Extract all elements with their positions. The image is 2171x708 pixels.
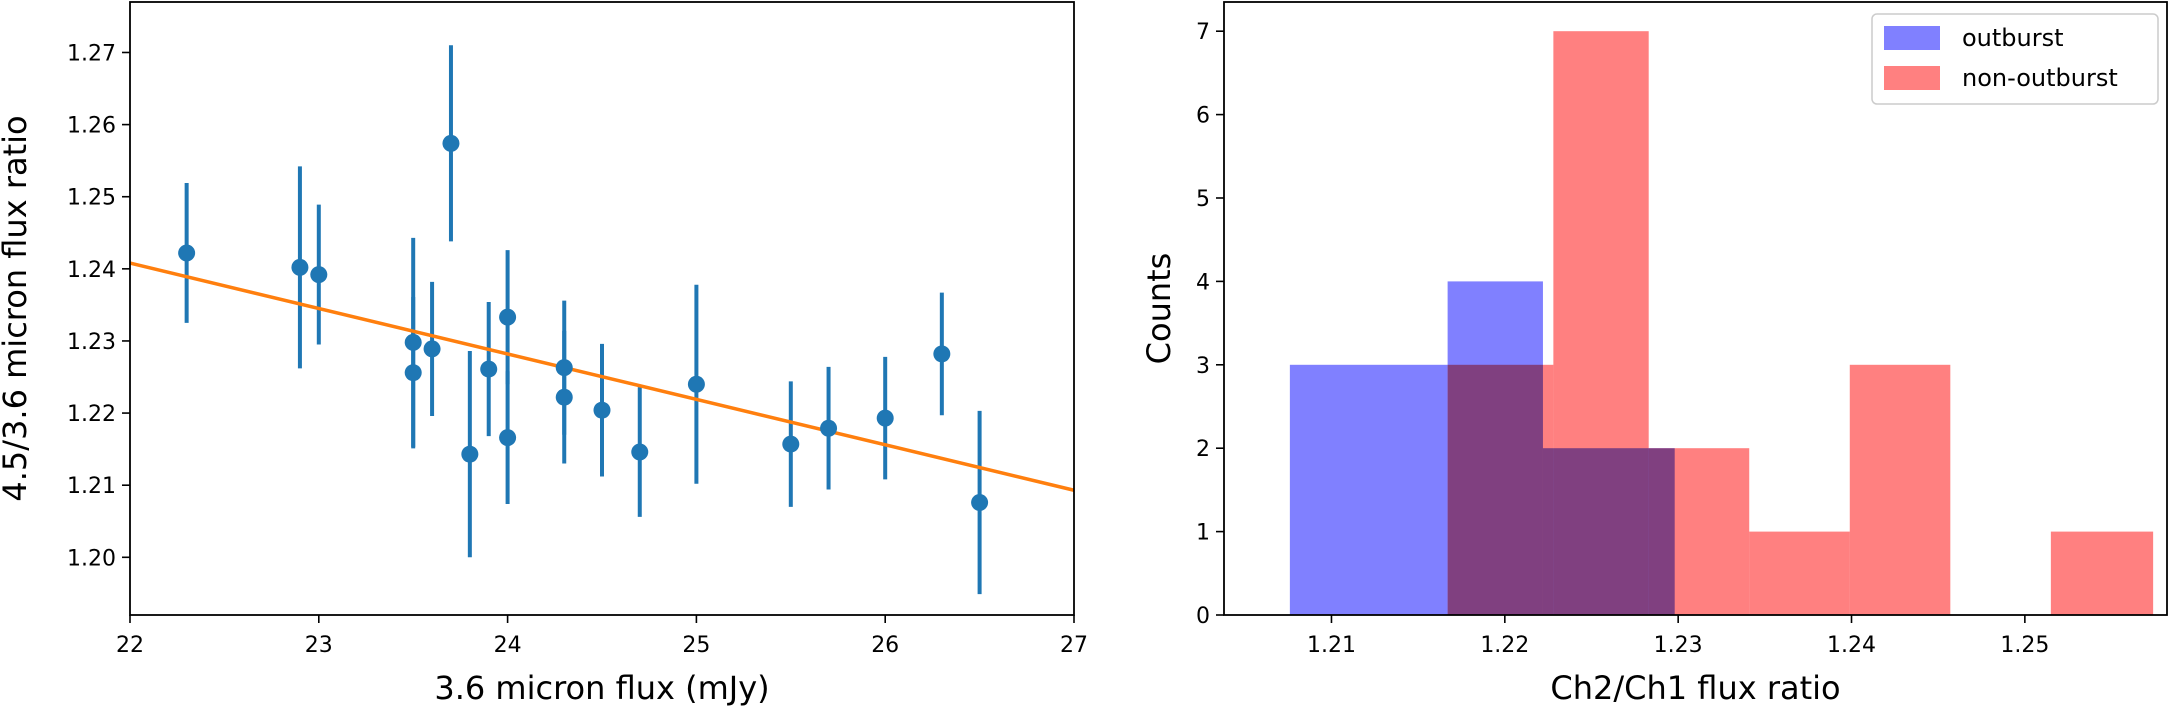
data-point-20 [971, 493, 989, 511]
histogram-panel: 1.21 1.22 1.23 1.24 1.25 0 1 2 3 4 5 6 7 Ch2/Ch1 fl… [1140, 1, 2168, 707]
x-tick-label-1: 23 [305, 633, 333, 658]
histogram-y-axis-label: Counts [1140, 253, 1178, 365]
y-tick-label-0: 1.20 [67, 546, 116, 571]
x-tick-label-4: 1.25 [2000, 633, 2049, 658]
y-tick-label-6: 1.26 [67, 114, 116, 139]
y-tick-label-6: 6 [1196, 104, 1210, 129]
data-point-4 [404, 364, 422, 382]
y-tick-label-5: 5 [1196, 187, 1210, 212]
y-tick-label-7: 1.27 [67, 41, 116, 66]
x-tick-label-5: 27 [1060, 633, 1088, 658]
legend-swatch-outburst [1884, 26, 1940, 50]
data-point-0 [178, 244, 196, 262]
x-tick-label-2: 24 [494, 633, 522, 658]
y-tick-label-2: 2 [1196, 437, 1210, 462]
fit-line [129, 261, 1075, 492]
data-point-17 [820, 419, 838, 437]
y-tick-label-5: 1.25 [67, 186, 116, 211]
histogram-y-axis: 0 1 2 3 4 5 6 7 [1196, 20, 1224, 629]
y-tick-label-3: 1.23 [67, 330, 116, 355]
data-point-2 [310, 266, 328, 284]
data-point-14 [631, 443, 649, 461]
legend-label-outburst: outburst [1962, 24, 2064, 52]
x-tick-label-3: 1.24 [1827, 633, 1876, 658]
histogram-axes-frame [1223, 1, 2168, 616]
scatter-y-axis-label: 4.5/3.6 micron flux ratio [0, 115, 34, 501]
data-point-16 [782, 435, 800, 453]
y-tick-label-2: 1.22 [67, 402, 116, 427]
data-point-3 [404, 333, 422, 351]
histogram-bar-outburst-0 [1289, 364, 1448, 615]
data-point-1 [291, 258, 309, 276]
y-tick-label-4: 1.24 [67, 258, 116, 283]
data-point-19 [933, 345, 951, 363]
histogram-bar-non-outburst-6 [2050, 531, 2154, 615]
y-tick-label-1: 1 [1196, 521, 1210, 546]
data-point-10 [499, 429, 517, 447]
x-tick-label-2: 1.23 [1654, 633, 1703, 658]
legend-swatch-non-outburst [1884, 66, 1940, 90]
data-point-6 [442, 134, 460, 152]
scatter-axes-frame [129, 1, 1075, 616]
data-point-8 [480, 360, 498, 378]
y-tick-label-7: 7 [1196, 20, 1210, 45]
scatter-plot-area [129, 45, 1075, 595]
x-tick-label-1: 1.22 [1480, 633, 1529, 658]
x-tick-label-3: 25 [682, 633, 710, 658]
data-point-5 [423, 340, 441, 358]
data-point-18 [876, 409, 894, 427]
histogram-bar-non-outburst-3 [1749, 531, 1850, 615]
data-point-12 [555, 388, 573, 406]
y-tick-label-3: 3 [1196, 354, 1210, 379]
x-tick-label-0: 22 [116, 633, 144, 658]
x-tick-label-4: 26 [871, 633, 899, 658]
x-tick-label-0: 1.21 [1307, 633, 1356, 658]
data-point-9 [499, 308, 517, 326]
histogram-plot-area [1289, 31, 2154, 615]
data-point-11 [555, 359, 573, 377]
legend-box [1871, 13, 2159, 105]
histogram-x-axis-label: Ch2/Ch1 flux ratio [1550, 669, 1840, 707]
scatter-panel: 22 23 24 25 26 27 1.201.211.221.231.241.251.2… [0, 1, 1088, 707]
histogram-bar-non-outburst-1 [1553, 31, 1649, 615]
data-point-13 [593, 401, 611, 419]
y-tick-label-1: 1.21 [67, 474, 116, 499]
histogram-bar-non-outburst-0 [1447, 364, 1554, 615]
histogram-x-axis: 1.21 1.22 1.23 1.24 1.25 [1307, 615, 2049, 658]
scatter-x-axis-label: 3.6 micron flux (mJy) [434, 669, 769, 707]
scatter-x-axis: 22 23 24 25 26 27 [116, 615, 1088, 658]
y-tick-label-4: 4 [1196, 270, 1210, 295]
legend-label-non-outburst: non-outburst [1962, 64, 2118, 92]
histogram-bar-non-outburst-4 [1849, 364, 1951, 615]
data-point-7 [461, 445, 479, 463]
data-point-15 [687, 375, 705, 393]
histogram-bar-non-outburst-2 [1648, 448, 1750, 615]
y-tick-label-0: 0 [1196, 604, 1210, 629]
histogram-legend: outburst non-outburst [1871, 13, 2159, 105]
scatter-y-axis: 1.20 1.21 1.22 1.23 1.24 1.25 1.26 1.27 [67, 41, 130, 571]
